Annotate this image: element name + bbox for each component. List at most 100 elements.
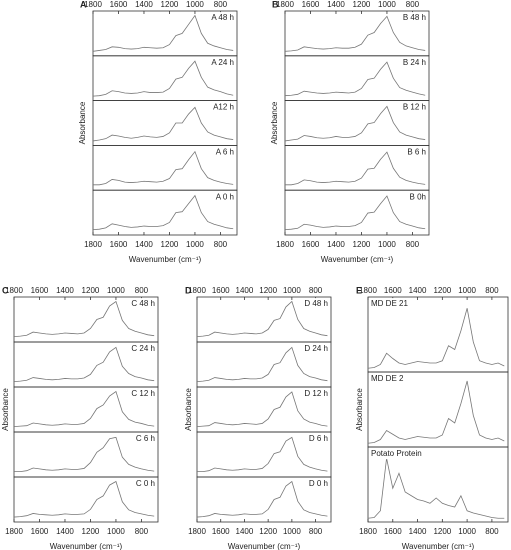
subplot-frame [196, 476, 332, 523]
x-tick-label-top: 1400 [409, 286, 427, 295]
series-label: D 48 h [304, 299, 328, 308]
x-tick-label: 1600 [31, 527, 49, 536]
series-label-bg [133, 433, 156, 445]
spectrum [367, 380, 505, 444]
panel-letter: E [356, 285, 362, 295]
x-tick-label-top: 1600 [384, 286, 402, 295]
spectrum [13, 480, 155, 518]
series-label: B 48 h [403, 13, 426, 22]
series-label: D 6 h [309, 434, 328, 443]
x-tick-label-top: 1600 [31, 286, 49, 295]
x-tick-label-top: 1000 [378, 0, 396, 9]
x-tick-label: 1800 [188, 527, 206, 536]
spectrum [284, 195, 426, 231]
spectrum [284, 61, 426, 97]
series-label: A12 h [213, 103, 234, 112]
subplot-frame [92, 189, 238, 236]
y-axis-label: Absorbance [78, 101, 87, 144]
series-label: A 48 h [211, 13, 234, 22]
spectrum [197, 436, 328, 472]
x-tick-label-top: 1000 [107, 286, 125, 295]
x-tick-label: 1600 [302, 240, 320, 249]
series-label-bg [400, 12, 427, 24]
series-label: C 24 h [131, 344, 155, 353]
series-label: B 12 h [403, 103, 426, 112]
spectrum [196, 300, 328, 337]
x-tick-label: 1800 [5, 527, 23, 536]
spectrum [92, 106, 234, 142]
spectrum [93, 150, 234, 186]
x-tick-label: 1600 [384, 527, 402, 536]
panel-letter: A [80, 0, 87, 9]
x-tick-label-top: 800 [135, 286, 149, 295]
x-tick-label: 800 [485, 527, 499, 536]
x-tick-label-top: 1600 [302, 0, 320, 9]
panel-letter: C [2, 285, 9, 295]
x-tick-label: 1200 [259, 527, 277, 536]
x-tick-label-top: 1800 [359, 286, 377, 295]
series-label-bg [306, 433, 329, 445]
x-tick-label-top: 1200 [161, 0, 179, 9]
x-tick-label: 1000 [378, 240, 396, 249]
x-tick-label: 1000 [107, 527, 125, 536]
x-tick-label: 1800 [84, 240, 102, 249]
series-label: MD DE 2 [371, 374, 404, 383]
series-label: MD DE 21 [371, 299, 408, 308]
spectrum [13, 346, 155, 382]
series-label-bg [129, 388, 156, 400]
series-label: Potato Protein [371, 449, 422, 458]
series-label-bg [369, 448, 423, 460]
x-tick-label: 1200 [82, 527, 100, 536]
x-tick-label-top: 1200 [433, 286, 451, 295]
series-label-bg [209, 12, 235, 24]
x-tick-label-top: 800 [406, 0, 420, 9]
x-tick-label: 800 [135, 527, 149, 536]
spectrum [92, 14, 234, 52]
x-axis-label: Wavenumber (cm⁻¹) [129, 255, 202, 264]
series-label-bg [302, 343, 329, 355]
series-label-bg [211, 101, 235, 113]
series-label-bg [407, 191, 427, 203]
spectrum [196, 391, 328, 427]
series-label-bg [302, 298, 329, 310]
x-tick-label: 1000 [186, 240, 204, 249]
panel: B Absorbance Wavenumber (cm⁻¹) 1800 1800 1600… [270, 0, 430, 264]
series-label: D 24 h [304, 344, 328, 353]
x-tick-label: 1400 [135, 240, 153, 249]
subplot-frame [367, 446, 509, 523]
x-tick-label: 800 [406, 240, 420, 249]
series-label: B 6 h [407, 148, 426, 157]
series-label-bg [369, 373, 405, 385]
y-axis-label: Absorbance [270, 101, 279, 144]
panel: E Absorbance Wavenumber (cm⁻¹) 1800 1800 1600… [355, 285, 509, 550]
series-label: A 0 h [216, 192, 234, 201]
series-label-bg [129, 298, 156, 310]
x-tick-label: 1000 [283, 527, 301, 536]
spectrum [92, 60, 234, 97]
x-tick-label-top: 1200 [82, 286, 100, 295]
series-label: A 6 h [216, 148, 234, 157]
x-tick-label: 1200 [161, 240, 179, 249]
x-tick-label: 1400 [236, 527, 254, 536]
panel: D Absorbance Wavenumber (cm⁻¹) 1800 1800 1600… [184, 285, 332, 550]
series-label: D 12 h [304, 389, 328, 398]
x-tick-label-top: 800 [214, 0, 228, 9]
x-tick-label: 1600 [212, 527, 230, 536]
x-tick-label-top: 1400 [135, 0, 153, 9]
x-tick-label: 1400 [409, 527, 427, 536]
subplot-frame [284, 189, 430, 236]
x-tick-label-top: 800 [485, 286, 499, 295]
x-tick-label-top: 1600 [212, 286, 230, 295]
panel: C Absorbance Wavenumber (cm⁻¹) 1800 1800 1600… [1, 285, 159, 550]
spectrum [284, 105, 426, 142]
spectrum [196, 480, 328, 518]
series-label: C 12 h [131, 389, 155, 398]
series-label-bg [405, 146, 427, 158]
panel: A Absorbance Wavenumber (cm⁻¹) 1800 1800 1600… [78, 0, 238, 264]
spectrum [367, 308, 505, 369]
y-axis-label: Absorbance [184, 388, 193, 431]
series-label: C 6 h [136, 434, 155, 443]
subplot-frame [13, 476, 159, 523]
x-tick-label-top: 1800 [276, 0, 294, 9]
